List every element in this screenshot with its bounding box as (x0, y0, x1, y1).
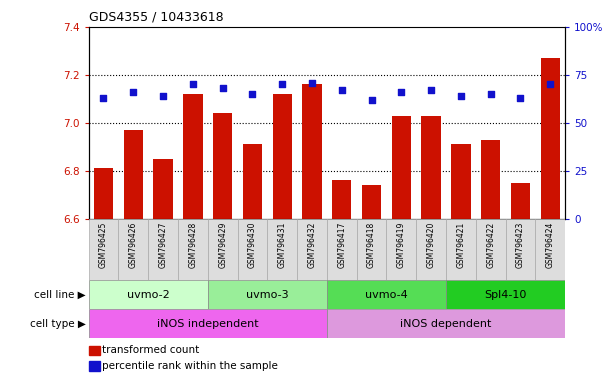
Text: GSM796432: GSM796432 (307, 222, 316, 268)
Bar (208, 280, 327, 309)
Bar (238, 219, 268, 280)
Bar (302, 84, 321, 219)
Point (218, 85, 227, 91)
Bar (446, 219, 476, 280)
Bar (153, 159, 173, 219)
Text: cell line ▶: cell line ▶ (34, 290, 86, 300)
Text: uvmo-4: uvmo-4 (365, 290, 408, 300)
Bar (89, 309, 327, 338)
Bar (535, 219, 565, 280)
Bar (208, 219, 238, 280)
Bar (123, 130, 143, 219)
Text: uvmo-2: uvmo-2 (127, 290, 169, 300)
Text: iNOS dependent: iNOS dependent (400, 318, 492, 329)
Point (426, 87, 436, 93)
Bar (213, 113, 232, 219)
Bar (327, 219, 357, 280)
Point (397, 89, 406, 95)
Point (367, 97, 376, 103)
Point (158, 93, 168, 99)
Text: GSM796424: GSM796424 (546, 222, 555, 268)
Bar (89, 219, 119, 280)
Text: GSM796421: GSM796421 (456, 222, 466, 268)
Text: GSM796419: GSM796419 (397, 222, 406, 268)
Text: GSM796420: GSM796420 (426, 222, 436, 268)
Bar (273, 94, 292, 219)
Text: GSM796431: GSM796431 (278, 222, 287, 268)
Text: GSM796427: GSM796427 (159, 222, 167, 268)
Bar (476, 219, 506, 280)
Text: GDS4355 / 10433618: GDS4355 / 10433618 (89, 10, 223, 23)
Text: GSM796423: GSM796423 (516, 222, 525, 268)
Text: GSM796425: GSM796425 (99, 222, 108, 268)
Bar (506, 219, 535, 280)
Bar (452, 144, 470, 219)
Bar (357, 219, 386, 280)
Text: GSM796417: GSM796417 (337, 222, 346, 268)
Bar (481, 140, 500, 219)
Text: GSM796429: GSM796429 (218, 222, 227, 268)
Bar (541, 58, 560, 219)
Bar (94, 169, 113, 219)
Point (516, 95, 525, 101)
Point (456, 93, 466, 99)
Point (98, 95, 108, 101)
Bar (268, 219, 297, 280)
Point (188, 81, 198, 88)
Text: transformed count: transformed count (102, 345, 199, 355)
Text: GSM796430: GSM796430 (248, 222, 257, 268)
Text: uvmo-3: uvmo-3 (246, 290, 288, 300)
Point (307, 79, 317, 86)
Bar (327, 309, 565, 338)
Bar (332, 180, 351, 219)
Text: iNOS independent: iNOS independent (157, 318, 258, 329)
Point (128, 89, 138, 95)
Bar (183, 94, 202, 219)
Point (247, 91, 257, 97)
Bar (511, 183, 530, 219)
Bar (89, 280, 208, 309)
Text: GSM796422: GSM796422 (486, 222, 495, 268)
Bar (446, 280, 565, 309)
Bar (327, 280, 446, 309)
Point (277, 81, 287, 88)
Text: Spl4-10: Spl4-10 (485, 290, 527, 300)
Point (486, 91, 496, 97)
Bar (119, 219, 148, 280)
Text: cell type ▶: cell type ▶ (30, 318, 86, 329)
Bar (416, 219, 446, 280)
Bar (362, 185, 381, 219)
Point (546, 81, 555, 88)
Text: percentile rank within the sample: percentile rank within the sample (102, 361, 278, 371)
Text: GSM796428: GSM796428 (188, 222, 197, 268)
Bar (392, 116, 411, 219)
Bar (243, 144, 262, 219)
Bar (297, 219, 327, 280)
Bar (178, 219, 208, 280)
Text: GSM796426: GSM796426 (129, 222, 137, 268)
Text: GSM796418: GSM796418 (367, 222, 376, 268)
Bar (422, 116, 441, 219)
Bar (386, 219, 416, 280)
Bar (148, 219, 178, 280)
Point (337, 87, 346, 93)
